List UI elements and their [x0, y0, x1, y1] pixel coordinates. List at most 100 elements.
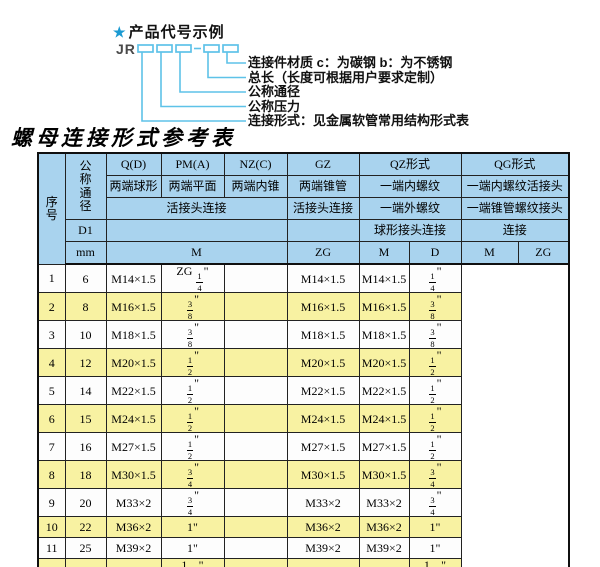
cell-qg_m: M14×1.5 — [358, 263, 410, 293]
cell-gz: 3 4 " — [160, 488, 225, 517]
cell-qz_d: M22×1.5 — [286, 376, 360, 405]
cell-qz_m — [223, 292, 288, 321]
cell-qz_d: M39×2 — [286, 537, 360, 559]
cell-seq: 8 — [37, 460, 66, 489]
cell-m: M18×1.5 — [105, 320, 162, 349]
table-row: 7 16 M27×1.5 1 2 " M27×1.5 M27×1.5 1 2 " — [37, 432, 569, 461]
table-row: 1 6 M14×1.5 ZG 1 4 " M14×1.5 M14×1.5 1 4 " — [37, 263, 569, 293]
header-qg-sub1: 一端内螺纹活接头 — [460, 175, 570, 198]
cell-qz_m — [223, 488, 288, 517]
header-nz-sub: 两端内锥 — [223, 175, 288, 198]
table-row: 9 20 M33×2 3 4 " M33×2 M33×2 3 4 " — [37, 488, 569, 517]
table-row: 4 12 M20×1.5 1 2 " M20×1.5 M20×1.5 1 2 " — [37, 348, 569, 377]
cell-dn: 20 — [64, 488, 107, 517]
cell-qz_m — [223, 432, 288, 461]
diagram-heading-text: 产品代号示例 — [128, 24, 225, 41]
cell-dn: 32 — [64, 558, 107, 567]
cell-qg_m: M16×1.5 — [358, 292, 410, 321]
header-blank-gz — [286, 219, 360, 242]
cell-qg_zg: 1 14" — [408, 558, 462, 567]
cell-m: M45×2 — [105, 558, 162, 567]
header-gz-sub: 两端锥管 — [286, 175, 360, 198]
cell-m: M14×1.5 — [105, 263, 162, 293]
cell-qz_d: M16×1.5 — [286, 292, 360, 321]
cell-gz: 3 8 " — [160, 292, 225, 321]
header-qz-d: D — [408, 241, 462, 265]
cell-seq: 3 — [37, 320, 66, 349]
table-row: 2 8 M16×1.5 3 8 " M16×1.5 M16×1.5 3 8 " — [37, 292, 569, 321]
diagram-label-material: 连接件材质 c：为碳钢 b：为不锈钢 — [248, 55, 453, 70]
cell-gz: 1 2 " — [160, 376, 225, 405]
cell-m: M30×1.5 — [105, 460, 162, 489]
cell-qz_d: M18×1.5 — [286, 320, 360, 349]
diagram-label-length: 总长（长度可根据用户要求定制） — [248, 70, 444, 85]
nut-connection-table: 序 号 公 称 通 径 Q(D) PM(A) NZ(C) GZ QZ形式 QG形… — [37, 152, 570, 567]
cell-qz_m — [223, 263, 288, 293]
header-nominal-diameter: 公 称 通 径 — [64, 152, 107, 220]
header-d1: D1 — [64, 219, 107, 242]
header-nz: NZ(C) — [223, 152, 288, 176]
cell-qg_m: M36×2 — [358, 516, 410, 538]
cell-gz: 1 2 " — [160, 348, 225, 377]
header-pm: PM(A) — [160, 152, 225, 176]
cell-gz: 1" — [160, 516, 225, 538]
cell-qg_zg: 1 2 " — [408, 376, 462, 405]
table-row: 5 14 M22×1.5 1 2 " M22×1.5 M22×1.5 1 2 " — [37, 376, 569, 405]
cell-m: M39×2 — [105, 537, 162, 559]
header-q: Q(D) — [105, 152, 162, 176]
diagram-label-connection: 连接形式：见金属软管常用结构形式表 — [248, 113, 470, 128]
cell-seq: 6 — [37, 404, 66, 433]
cell-seq: 4 — [37, 348, 66, 377]
cell-qz_m — [223, 348, 288, 377]
cell-qz_d: M36×2 — [286, 516, 360, 538]
cell-m: M33×2 — [105, 488, 162, 517]
header-qz-sub2: 一端外螺纹 — [358, 197, 462, 220]
header-qg-sub2: 一端锥管螺纹接头 — [460, 197, 570, 220]
cell-dn: 25 — [64, 537, 107, 559]
table-row: 1232M45×21 14"M45×2M45×21 14" — [37, 558, 569, 567]
code-diagram-lines — [137, 44, 246, 122]
header-qz-m: M — [358, 241, 410, 265]
star-icon: ★ — [113, 24, 127, 40]
cell-seq: 12 — [37, 558, 66, 567]
cell-qg_m: M27×1.5 — [358, 432, 410, 461]
cell-gz: 1 14" — [160, 558, 225, 567]
cell-qz_d: M24×1.5 — [286, 404, 360, 433]
cell-gz: 1 2 " — [160, 432, 225, 461]
cell-qg_m: M22×1.5 — [358, 376, 410, 405]
cell-dn: 12 — [64, 348, 107, 377]
code-segment-boxes — [137, 44, 239, 53]
cell-qz_m — [223, 376, 288, 405]
code-prefix: JR — [116, 41, 136, 57]
cell-qz_m — [223, 460, 288, 489]
cell-m: M16×1.5 — [105, 292, 162, 321]
table-row: 6 15 M24×1.5 1 2 " M24×1.5 M24×1.5 1 2 " — [37, 404, 569, 433]
code-callout-lines — [141, 52, 246, 122]
cell-qg_m: M30×1.5 — [358, 460, 410, 489]
header-qg-type: QG形式 — [460, 152, 570, 176]
cell-qg_zg: 1 2 " — [408, 348, 462, 377]
cell-qg_m: M45×2 — [358, 558, 410, 567]
header-q-sub: 两端球形 — [105, 175, 162, 198]
diagram-label-diameter: 公称通径 — [248, 84, 301, 99]
cell-m: M22×1.5 — [105, 376, 162, 405]
diagram-label-pressure: 公称压力 — [248, 99, 301, 114]
cell-seq: 11 — [37, 537, 66, 559]
cell-qg_zg: 3 8 " — [408, 320, 462, 349]
cell-qg_zg: 1 2 " — [408, 432, 462, 461]
cell-gz: 3 4 " — [160, 460, 225, 489]
header-unit: mm — [64, 241, 107, 265]
table-row: 10 22 M36×2 1" M36×2 M36×2 1" — [37, 516, 569, 538]
header-blank-left — [105, 219, 288, 242]
cell-m: M27×1.5 — [105, 432, 162, 461]
cell-dn: 18 — [64, 460, 107, 489]
cell-dn: 8 — [64, 292, 107, 321]
cell-seq: 7 — [37, 432, 66, 461]
header-qz-connection: 球形接头连接 — [358, 219, 462, 242]
table-row: 11 25 M39×2 1" M39×2 M39×2 1" — [37, 537, 569, 559]
cell-gz: 1 2 " — [160, 404, 225, 433]
header-qz-type: QZ形式 — [358, 152, 462, 176]
header-gz-connection: 活接头连接 — [286, 197, 360, 220]
cell-qz_d: M45×2 — [286, 558, 360, 567]
